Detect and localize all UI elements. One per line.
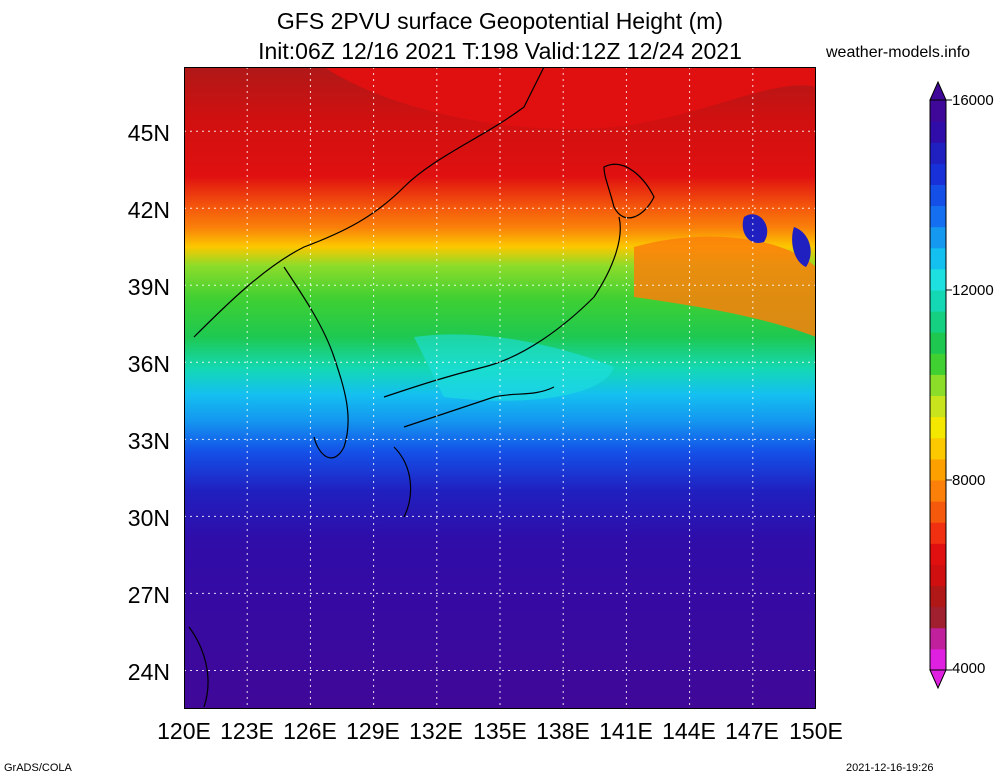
- colorbar-cell: [930, 543, 946, 565]
- colorbar-cell: [930, 311, 946, 333]
- footer-software: GrADS/COLA: [4, 762, 72, 774]
- colorbar-label-12000: 12000: [952, 282, 994, 299]
- colorbar-label-8000: 8000: [952, 472, 986, 489]
- lat-label-39n: 39N: [127, 274, 170, 300]
- colorbar-cell: [930, 121, 946, 143]
- lon-label-138e: 138E: [536, 718, 590, 744]
- colorbar-cell: [930, 184, 946, 207]
- colorbar-cell: [930, 585, 946, 608]
- colorbar-cell: [930, 353, 946, 375]
- colorbar-cell: [930, 374, 946, 397]
- colorbar-cell: [930, 564, 946, 587]
- lon-label-135e: 135E: [473, 718, 527, 744]
- colorbar-cell: [930, 100, 946, 122]
- chart-title-line2: Init:06Z 12/16 2021 T:198 Valid:12Z 12/2…: [258, 38, 742, 64]
- navy-intrusion-east: [792, 227, 811, 267]
- colorbar-frame: [929, 99, 947, 671]
- lon-label-132e: 132E: [409, 718, 463, 744]
- colorbar-cell: [930, 290, 946, 312]
- lat-label-33n: 33N: [127, 428, 170, 454]
- colorbar-cell: [930, 416, 946, 439]
- cyan-bulge-center: [414, 334, 614, 401]
- lat-label-30n: 30N: [127, 505, 170, 531]
- colorbar-cell: [930, 648, 946, 671]
- colorbar-cell: [930, 458, 946, 481]
- map-panel: [184, 67, 816, 709]
- colorbar-cell: [930, 627, 946, 650]
- colorbar-cell: [930, 226, 946, 249]
- lon-label-126e: 126E: [283, 718, 337, 744]
- lon-label-144e: 144E: [662, 718, 716, 744]
- colorbar-label-4000: 4000: [952, 660, 986, 677]
- lat-label-45n: 45N: [127, 120, 170, 146]
- lon-label-147e: 147E: [725, 718, 779, 744]
- lon-label-150e: 150E: [789, 718, 843, 744]
- chart-title-line1: GFS 2PVU surface Geopotential Height (m): [276, 8, 724, 34]
- colorbar-cell: [930, 606, 946, 629]
- lat-label-27n: 27N: [127, 582, 170, 608]
- colorbar-cell: [930, 522, 946, 544]
- navy-intrusion-northeast: [742, 214, 768, 243]
- colorbar-cell: [930, 395, 946, 418]
- colorbar-cell: [930, 501, 946, 523]
- lat-label-36n: 36N: [127, 351, 170, 377]
- footer-timestamp: 2021-12-16-19:26: [846, 762, 934, 774]
- lon-label-120e: 120E: [157, 718, 211, 744]
- lon-label-123e: 123E: [220, 718, 274, 744]
- lat-label-24n: 24N: [127, 659, 170, 685]
- colorbar-label-16000: 16000: [952, 92, 994, 109]
- colorbar-cell: [930, 142, 946, 164]
- colorbar-cell: [930, 480, 946, 502]
- red-crest-north: [324, 67, 816, 129]
- colorbar-cell: [930, 247, 946, 270]
- colorbar-cell: [930, 205, 946, 228]
- colorbar-top-arrow: [929, 80, 947, 101]
- map-frame: [184, 67, 816, 709]
- orange-bulge-east: [634, 236, 816, 337]
- coastlines: [188, 67, 655, 708]
- source-label: weather-models.info: [826, 44, 971, 61]
- colorbar: [929, 80, 952, 690]
- colorbar-cell: [930, 268, 946, 291]
- colorbar-cell: [930, 332, 946, 354]
- lat-label-42n: 42N: [127, 197, 170, 223]
- colorbar-cell: [930, 163, 946, 185]
- lon-label-129e: 129E: [346, 718, 400, 744]
- grid-lines: [184, 67, 816, 709]
- lon-label-141e: 141E: [599, 718, 653, 744]
- colorbar-bottom-arrow: [929, 669, 947, 690]
- colorbar-cell: [930, 437, 946, 460]
